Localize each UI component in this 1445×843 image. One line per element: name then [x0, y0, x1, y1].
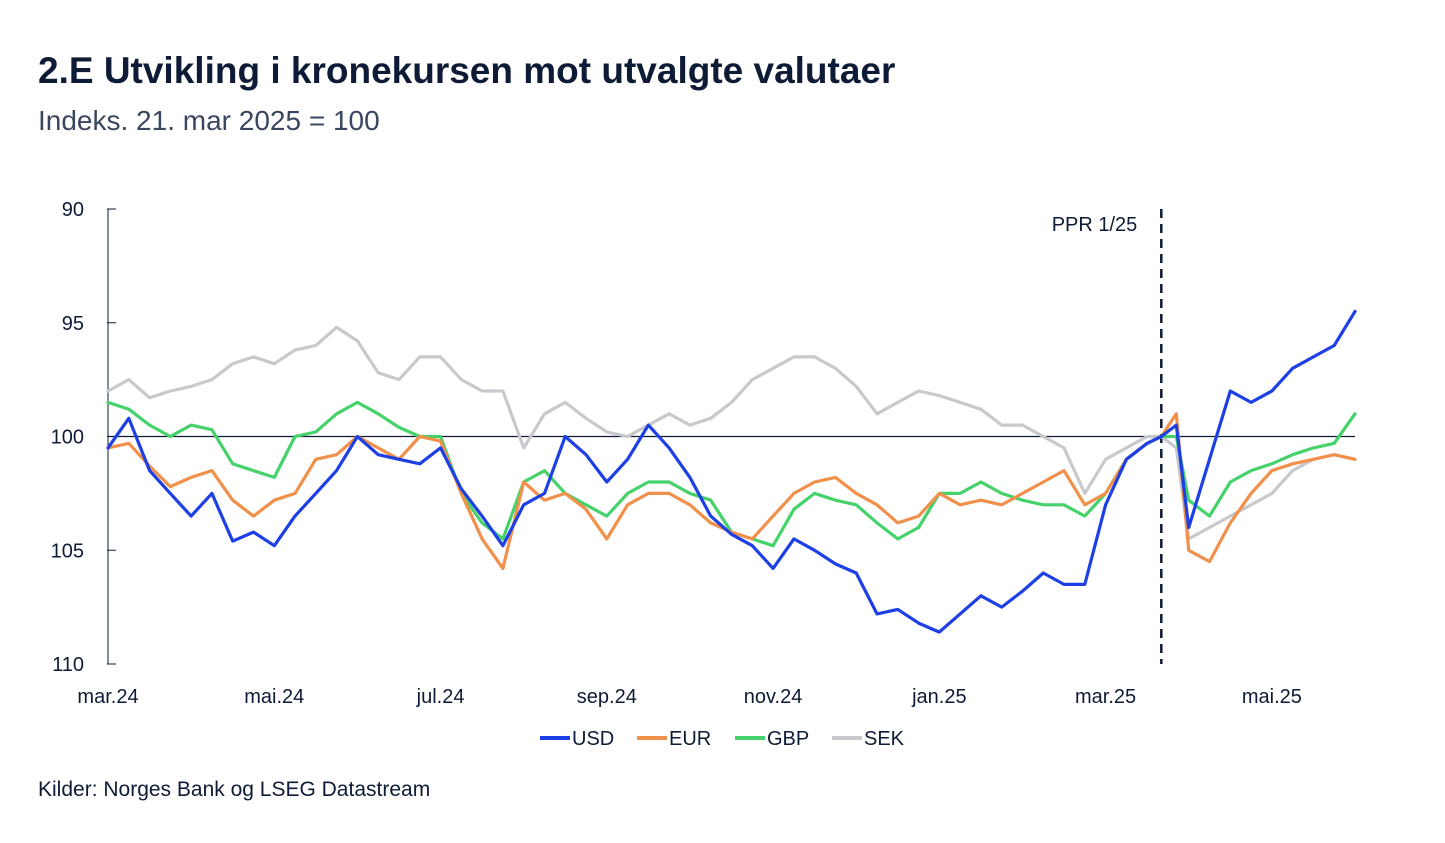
source-note: Kilder: Norges Bank og LSEG Datastream [38, 778, 431, 801]
legend-label-usd: USD [572, 728, 614, 750]
chart-title: 2.E Utvikling i kronekursen mot utvalgte… [38, 50, 896, 91]
chart-subtitle: Indeks. 21. mar 2025 = 100 [38, 105, 380, 136]
x-axis: mar.24 mai.24 jul.24 sep.24 nov.24 jan.25 mar.… [77, 686, 1301, 708]
y-tick-label: 90 [62, 199, 84, 221]
y-tick-label: 105 [51, 540, 84, 562]
y-tick-label: 95 [62, 313, 84, 335]
x-tick-label: jul.24 [416, 686, 465, 708]
y-axis: 90 95 100 105 110 [51, 199, 116, 676]
legend-label-eur: EUR [669, 728, 711, 750]
y-tick-label: 100 [51, 427, 84, 449]
legend: USD EUR GBP SEK [540, 728, 905, 750]
x-tick-label: mar.25 [1075, 686, 1136, 708]
legend-label-sek: SEK [864, 728, 905, 750]
y-tick-label: 110 [52, 654, 84, 676]
legend-label-gbp: GBP [767, 728, 809, 750]
series-line-usd [106, 309, 1357, 634]
x-tick-label: nov.24 [744, 686, 803, 708]
x-tick-label: mar.24 [77, 686, 138, 708]
series-group [106, 309, 1357, 634]
x-tick-label: mai.24 [244, 686, 304, 708]
ppr-annotation: PPR 1/25 [1052, 214, 1138, 236]
x-tick-label: sep.24 [577, 686, 637, 708]
x-tick-label: jan.25 [911, 686, 967, 708]
x-tick-label: mai.25 [1242, 686, 1302, 708]
